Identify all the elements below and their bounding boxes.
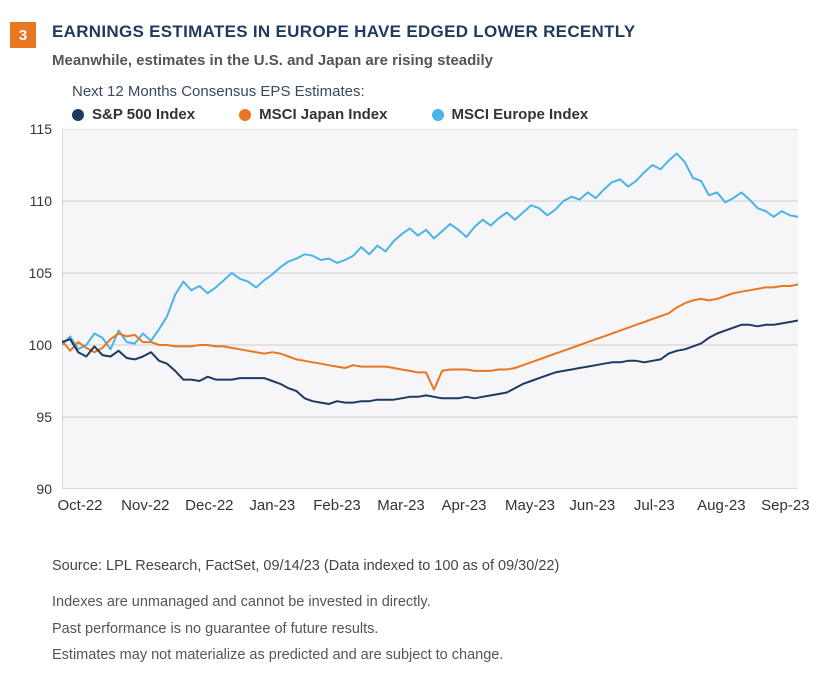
y-tick-label: 115 (30, 121, 52, 137)
y-tick-label: 90 (36, 481, 52, 497)
y-tick-label: 105 (29, 265, 52, 281)
x-tick-label: Nov-22 (121, 497, 169, 514)
footer-source: Source: LPL Research, FactSet, 09/14/23 … (52, 555, 806, 577)
x-tick-label: Jul-23 (634, 497, 675, 514)
chart-card: 3 EARNINGS ESTIMATES IN EUROPE HAVE EDGE… (0, 0, 834, 685)
chart-title: EARNINGS ESTIMATES IN EUROPE HAVE EDGED … (52, 22, 636, 42)
legend-label: MSCI Europe Index (452, 106, 589, 123)
plot-svg (62, 129, 798, 489)
x-tick-label: Sep-23 (761, 497, 809, 514)
y-axis: 9095100105110115 (20, 129, 58, 489)
legend-swatch (432, 109, 444, 121)
legend-item: MSCI Europe Index (432, 106, 589, 123)
header-row: 3 EARNINGS ESTIMATES IN EUROPE HAVE EDGE… (10, 20, 806, 48)
y-tick-label: 95 (36, 409, 52, 425)
x-tick-label: Apr-23 (441, 497, 486, 514)
legend-swatch (239, 109, 251, 121)
x-tick-label: May-23 (505, 497, 555, 514)
chart-number-badge: 3 (10, 22, 36, 48)
legend-item: S&P 500 Index (72, 106, 195, 123)
legend-label: MSCI Japan Index (259, 106, 387, 123)
x-tick-label: Aug-23 (697, 497, 745, 514)
chart-subtitle: Meanwhile, estimates in the U.S. and Jap… (52, 52, 806, 69)
footer-line: Indexes are unmanaged and cannot be inve… (52, 591, 806, 613)
legend-label: S&P 500 Index (92, 106, 195, 123)
footer-line: Past performance is no guarantee of futu… (52, 618, 806, 640)
chart-legend: S&P 500 Index MSCI Japan Index MSCI Europe… (72, 106, 806, 123)
chart-area: 9095100105110115 Oct-22Nov-22Dec-22Jan-2… (20, 129, 804, 529)
x-tick-label: Mar-23 (377, 497, 425, 514)
footer-line: Estimates may not materialize as predict… (52, 644, 806, 666)
x-tick-label: Dec-22 (185, 497, 233, 514)
legend-item: MSCI Japan Index (239, 106, 387, 123)
chart-series-header: Next 12 Months Consensus EPS Estimates: (72, 83, 806, 100)
plot-area (62, 129, 798, 489)
x-tick-label: Jan-23 (249, 497, 295, 514)
chart-footer: Source: LPL Research, FactSet, 09/14/23 … (52, 555, 806, 667)
y-tick-label: 110 (30, 193, 52, 209)
legend-swatch (72, 109, 84, 121)
x-tick-label: Jun-23 (569, 497, 615, 514)
y-tick-label: 100 (29, 337, 52, 353)
x-tick-label: Feb-23 (313, 497, 361, 514)
x-tick-label: Oct-22 (57, 497, 102, 514)
